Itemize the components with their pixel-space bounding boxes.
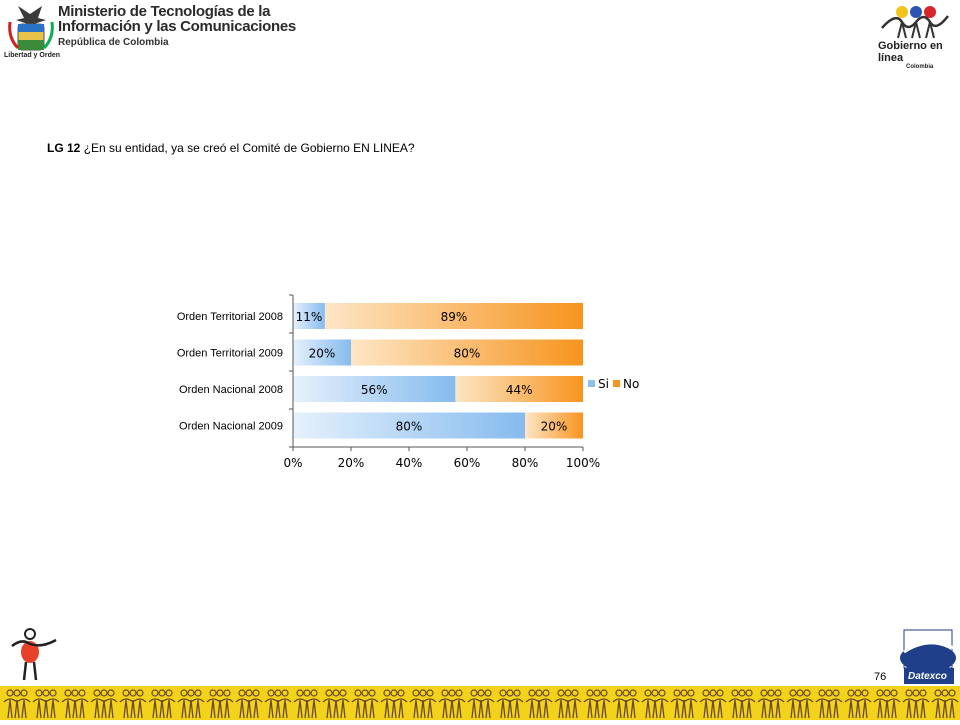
bar-si <box>293 303 325 329</box>
band-person-group <box>119 689 147 719</box>
stick-figure-logo <box>8 628 64 682</box>
seal-caption: Libertad y Orden <box>4 52 61 59</box>
band-person-group <box>641 689 669 719</box>
x-tick-label: 100% <box>566 456 600 470</box>
band-person-group <box>409 689 437 719</box>
page-number: 76 <box>874 671 887 683</box>
data-label: 20% <box>309 347 336 361</box>
band-person-group <box>583 689 611 719</box>
people-icon <box>881 6 949 39</box>
band-person-group <box>438 689 466 719</box>
band-person-group <box>380 689 408 719</box>
gobierno-en-linea-logo <box>872 2 956 66</box>
band-person-group <box>148 689 176 719</box>
gobierno-en-linea-text: Gobierno en línea Colombia <box>878 40 958 70</box>
data-label: 20% <box>541 420 568 434</box>
band-person-group <box>206 689 234 719</box>
x-tick-label: 60% <box>454 456 481 470</box>
legend-swatch-no <box>613 380 620 387</box>
bar-si <box>293 412 525 439</box>
band-person-group <box>322 689 350 719</box>
question-title: LG 12 ¿En su entidad, ya se creó el Comi… <box>47 141 415 155</box>
data-label: 44% <box>506 383 533 397</box>
ministry-line-1: Ministerio de Tecnologías de la <box>58 3 271 20</box>
data-label: 80% <box>454 347 481 361</box>
band-person-group <box>670 689 698 719</box>
band-person-group <box>757 689 785 719</box>
band-person-group <box>61 689 89 719</box>
band-person-group <box>931 689 959 719</box>
band-person-group <box>177 689 205 719</box>
band-person-group <box>90 689 118 719</box>
datexco-logo: Datexco <box>898 628 956 686</box>
person-icon <box>11 628 57 681</box>
data-label: 11% <box>296 310 323 324</box>
band-person-group <box>815 689 843 719</box>
colombia-seal-icon <box>8 6 54 51</box>
ministry-name: Ministerio de Tecnologías de la Informac… <box>58 4 296 50</box>
ministry-logo: Libertad y Orden <box>4 2 244 64</box>
data-label: 56% <box>361 383 388 397</box>
band-person-group <box>235 689 263 719</box>
band-person-group <box>786 689 814 719</box>
band-person-group <box>554 689 582 719</box>
band-person-group <box>3 689 31 719</box>
x-tick-label: 20% <box>338 456 365 470</box>
bar-no <box>324 303 583 329</box>
data-label: 80% <box>396 420 423 434</box>
category-label: Orden Nacional 2009 <box>179 421 283 433</box>
legend-label-no: No <box>623 377 639 391</box>
legend-label-si: Si <box>598 377 609 391</box>
band-person-group <box>32 689 60 719</box>
bar-no <box>351 339 583 366</box>
datexco-icon <box>900 629 956 684</box>
question-code: LG 12 <box>47 141 81 155</box>
band-person-group <box>467 689 495 719</box>
band-person-group <box>351 689 379 719</box>
band-person-group <box>612 689 640 719</box>
bar-no <box>455 376 583 402</box>
band-person-group <box>264 689 292 719</box>
data-label: 89% <box>441 310 468 324</box>
ministry-line-3: República de Colombia <box>58 37 169 48</box>
decorative-band <box>0 686 960 720</box>
band-person-group <box>496 689 524 719</box>
band-person-group <box>699 689 727 719</box>
x-tick-label: 40% <box>396 456 423 470</box>
gel-title: Gobierno en línea <box>878 40 943 64</box>
bar-si <box>293 339 351 366</box>
question-text: ¿En su entidad, ya se creó el Comité de … <box>83 141 415 155</box>
legend-swatch-si <box>588 380 595 387</box>
band-person-group <box>902 689 930 719</box>
band-person-group <box>293 689 321 719</box>
gel-country: Colombia <box>906 64 934 70</box>
category-label: Orden Territorial 2008 <box>177 311 283 323</box>
category-label: Orden Nacional 2008 <box>179 384 283 396</box>
bar-no <box>525 412 583 439</box>
x-tick-label: 80% <box>512 456 539 470</box>
people-pattern-icon <box>3 689 959 719</box>
datexco-label: Datexco <box>908 671 947 682</box>
x-tick-label: 0% <box>283 456 302 470</box>
category-label: Orden Territorial 2009 <box>177 348 283 360</box>
band-person-group <box>525 689 553 719</box>
ministry-line-2: Información y las Comunicaciones <box>58 18 296 35</box>
band-person-group <box>844 689 872 719</box>
band-person-group <box>728 689 756 719</box>
band-person-group <box>873 689 901 719</box>
bar-si <box>293 376 456 402</box>
